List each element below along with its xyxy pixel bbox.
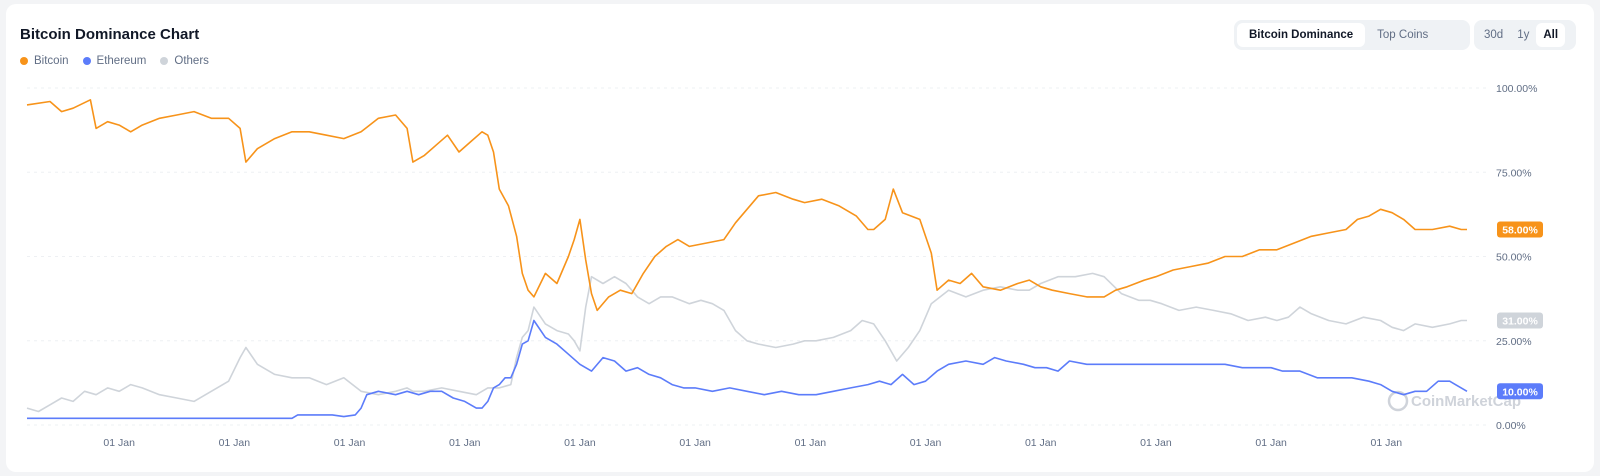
view-toggle: Bitcoin Dominance Top Coins	[1234, 20, 1470, 50]
y-tick-label: 50.00%	[1496, 252, 1532, 264]
range-selector: 30d 1y All	[1474, 20, 1576, 50]
legend-item-bitcoin[interactable]: Bitcoin	[20, 55, 69, 67]
grid-lines	[27, 87, 1490, 426]
y-axis-ticks: 0.00% 25.00% 50.00% 75.00% 100.00%	[1496, 83, 1537, 432]
coinmarketcap-logo-icon	[1387, 390, 1409, 412]
y-tick-label: 75.00%	[1496, 167, 1532, 179]
end-badge-bitcoin	[1497, 221, 1543, 238]
x-tick-label: 01 Jan	[219, 437, 251, 449]
y-tick-label: 100.00%	[1496, 83, 1537, 95]
series-line-bitcoin	[26, 99, 1467, 312]
watermark-text: CoinMarketCap	[1411, 393, 1521, 410]
end-badge-label: 31.00%	[1502, 316, 1538, 328]
chart-title: Bitcoin Dominance Chart	[20, 26, 200, 43]
end-badge-others	[1497, 312, 1543, 329]
x-axis-ticks: 01 Jan 01 Jan 01 Jan 01 Jan 01 Jan 01 Jan 01 J…	[103, 437, 1402, 449]
x-tick-label: 01 Jan	[1140, 437, 1172, 449]
x-tick-label: 01 Jan	[449, 437, 481, 449]
x-tick-label: 01 Jan	[679, 437, 711, 449]
legend-label-bitcoin: Bitcoin	[34, 55, 69, 67]
end-badge-label: 58.00%	[1502, 225, 1538, 237]
x-tick-label: 01 Jan	[910, 437, 942, 449]
range-all-button[interactable]: All	[1536, 23, 1566, 47]
end-badge-label: 10.00%	[1502, 386, 1538, 398]
x-tick-label: 01 Jan	[564, 437, 596, 449]
x-tick-label: 01 Jan	[1371, 437, 1403, 449]
legend-item-ethereum[interactable]: Ethereum	[82, 55, 147, 67]
end-value-badges: 58.00% 31.00% 10.00%	[1497, 221, 1543, 400]
legend-dot-others	[160, 57, 169, 65]
coinmarketcap-watermark: CoinMarketCap	[1387, 390, 1521, 412]
series-line-ethereum	[27, 319, 1468, 420]
legend-item-others[interactable]: Others	[160, 55, 209, 67]
series-line-others	[26, 272, 1467, 413]
x-tick-label: 01 Jan	[795, 437, 827, 449]
x-tick-label: 01 Jan	[103, 437, 135, 449]
x-tick-label: 01 Jan	[1255, 437, 1287, 449]
x-tick-label: 01 Jan	[1025, 437, 1057, 449]
x-tick-label: 01 Jan	[334, 437, 366, 449]
end-badge-ethereum	[1497, 383, 1543, 400]
top-coins-tab[interactable]: Top Coins	[1377, 29, 1429, 41]
range-1y-button[interactable]: 1y	[1517, 29, 1530, 41]
y-tick-label: 25.00%	[1496, 336, 1532, 348]
legend-label-others: Others	[174, 55, 209, 67]
range-30d-button[interactable]: 30d	[1484, 29, 1504, 41]
y-tick-label: 0.00%	[1496, 420, 1526, 432]
legend-dot-bitcoin	[20, 57, 28, 65]
legend-label-ethereum: Ethereum	[96, 55, 147, 67]
bitcoin-dominance-tab[interactable]: Bitcoin Dominance	[1237, 23, 1366, 47]
legend-dot-ethereum	[82, 57, 91, 65]
series-lines	[26, 99, 1468, 420]
chart-legend: Bitcoin Ethereum Others	[20, 55, 209, 67]
